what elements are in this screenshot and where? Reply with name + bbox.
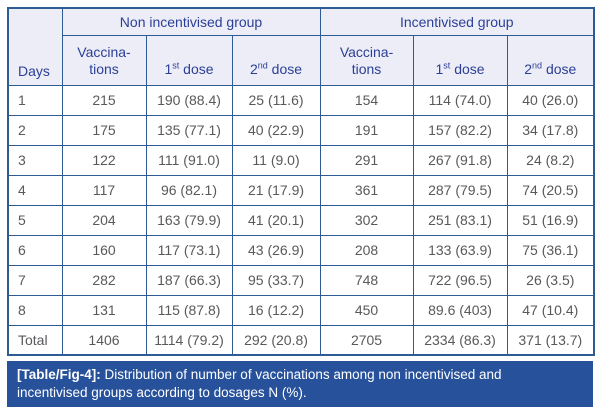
value-cell: 160 bbox=[61, 234, 147, 266]
dose-number: 2 bbox=[249, 61, 258, 77]
col-header-2nd-dose-non: 2nd dose bbox=[231, 34, 321, 86]
table-row-day-4: 4 117 96 (82.1) 21 (17.9) 361 287 (79.5)… bbox=[7, 174, 595, 206]
value-cell: 114 (74.0) bbox=[412, 84, 508, 116]
value-cell: 95 (33.7) bbox=[231, 264, 321, 296]
dose-ordinal-suffix: nd bbox=[532, 60, 543, 71]
value-cell: 40 (22.9) bbox=[231, 114, 321, 146]
day-cell: 6 bbox=[7, 234, 63, 266]
dose-ordinal-suffix: st bbox=[172, 60, 180, 71]
value-cell: 2705 bbox=[319, 324, 414, 356]
group-header-incentivised: Incentivised group bbox=[319, 7, 595, 36]
value-cell: 11 (9.0) bbox=[231, 144, 321, 176]
value-cell: 2334 (86.3) bbox=[412, 324, 508, 356]
value-cell: 267 (91.8) bbox=[412, 144, 508, 176]
vaccination-distribution-table: Days Non incentivised group Incentivised… bbox=[7, 7, 596, 356]
value-cell: 190 (88.4) bbox=[145, 84, 233, 116]
value-cell: 291 bbox=[319, 144, 414, 176]
sub-header-row: Vaccina- tions 1st dose 2nd dose Vaccina… bbox=[8, 34, 595, 86]
value-cell: 154 bbox=[319, 84, 414, 116]
value-cell: 111 (91.0) bbox=[145, 144, 233, 176]
dose-word: dose bbox=[267, 61, 303, 77]
day-cell: 1 bbox=[7, 84, 63, 116]
caption-text: Distribution of number of vaccinations a… bbox=[17, 367, 502, 400]
value-cell: 21 (17.9) bbox=[231, 174, 321, 206]
value-cell: 191 bbox=[319, 114, 414, 146]
dose-word: dose bbox=[542, 61, 577, 77]
table-row-total: Total 1406 1114 (79.2) 292 (20.8) 2705 2… bbox=[7, 324, 595, 356]
value-cell: 204 bbox=[61, 204, 147, 236]
value-cell: 1406 bbox=[61, 324, 147, 356]
value-cell: 1114 (79.2) bbox=[145, 324, 233, 356]
value-cell: 450 bbox=[319, 294, 414, 326]
value-cell: 34 (17.8) bbox=[506, 114, 595, 146]
total-label-cell: Total bbox=[7, 324, 63, 356]
dose-number: 2 bbox=[524, 61, 533, 77]
dose-word: dose bbox=[179, 61, 214, 77]
caption-figure-tag: [Table/Fig-4]: bbox=[17, 367, 101, 382]
day-cell: 5 bbox=[7, 204, 63, 236]
value-cell: 251 (83.1) bbox=[412, 204, 508, 236]
group-header-row: Days Non incentivised group Incentivised… bbox=[7, 7, 595, 86]
value-cell: 175 bbox=[61, 114, 147, 146]
table-row-day-3: 3 122 111 (91.0) 11 (9.0) 291 267 (91.8)… bbox=[7, 144, 595, 176]
value-cell: 722 (96.5) bbox=[412, 264, 508, 296]
value-cell: 25 (11.6) bbox=[231, 84, 321, 116]
value-cell: 361 bbox=[319, 174, 414, 206]
value-cell: 215 bbox=[61, 84, 147, 116]
value-cell: 292 (20.8) bbox=[231, 324, 321, 356]
value-cell: 40 (26.0) bbox=[506, 84, 595, 116]
day-cell: 4 bbox=[7, 174, 63, 206]
value-cell: 163 (79.9) bbox=[145, 204, 233, 236]
value-cell: 74 (20.5) bbox=[506, 174, 595, 206]
dose-number: 1 bbox=[435, 61, 444, 77]
group-header-non-incentivised: Non incentivised group bbox=[61, 7, 321, 36]
day-cell: 2 bbox=[7, 114, 63, 146]
day-cell: 3 bbox=[7, 144, 63, 176]
value-cell: 51 (16.9) bbox=[506, 204, 595, 236]
day-cell: 7 bbox=[7, 264, 63, 296]
value-cell: 26 (3.5) bbox=[506, 264, 595, 296]
value-cell: 287 (79.5) bbox=[412, 174, 508, 206]
day-cell: 8 bbox=[7, 294, 63, 326]
col-header-1st-dose-non: 1st dose bbox=[145, 34, 233, 86]
value-cell: 131 bbox=[61, 294, 147, 326]
col-header-1st-dose-inc: 1st dose bbox=[412, 34, 508, 86]
table-row-day-7: 7 282 187 (66.3) 95 (33.7) 748 722 (96.5… bbox=[7, 264, 595, 296]
value-cell: 371 (13.7) bbox=[506, 324, 595, 356]
table-row-day-6: 6 160 117 (73.1) 43 (26.9) 208 133 (63.9… bbox=[7, 234, 595, 266]
value-cell: 43 (26.9) bbox=[231, 234, 321, 266]
value-cell: 47 (10.4) bbox=[506, 294, 595, 326]
dose-number: 1 bbox=[164, 61, 173, 77]
value-cell: 122 bbox=[61, 144, 147, 176]
value-cell: 117 (73.1) bbox=[145, 234, 233, 266]
dose-ordinal-suffix: nd bbox=[257, 60, 268, 71]
col-header-2nd-dose-inc: 2nd dose bbox=[506, 34, 595, 86]
table-row-day-1: 1 215 190 (88.4) 25 (11.6) 154 114 (74.0… bbox=[7, 84, 595, 116]
value-cell: 302 bbox=[319, 204, 414, 236]
value-cell: 117 bbox=[61, 174, 147, 206]
value-cell: 208 bbox=[319, 234, 414, 266]
value-cell: 115 (87.8) bbox=[145, 294, 233, 326]
value-cell: 75 (36.1) bbox=[506, 234, 595, 266]
value-cell: 135 (77.1) bbox=[145, 114, 233, 146]
table-row-day-5: 5 204 163 (79.9) 41 (20.1) 302 251 (83.1… bbox=[7, 204, 595, 236]
value-cell: 282 bbox=[61, 264, 147, 296]
table-caption: [Table/Fig-4]: Distribution of number of… bbox=[7, 361, 593, 407]
dose-ordinal-suffix: st bbox=[443, 60, 451, 71]
value-cell: 187 (66.3) bbox=[145, 264, 233, 296]
value-cell: 24 (8.2) bbox=[506, 144, 595, 176]
table-row-day-2: 2 175 135 (77.1) 40 (22.9) 191 157 (82.2… bbox=[7, 114, 595, 146]
col-header-vaccinations-non: Vaccina- tions bbox=[61, 34, 147, 86]
value-cell: 748 bbox=[319, 264, 414, 296]
value-cell: 16 (12.2) bbox=[231, 294, 321, 326]
value-cell: 41 (20.1) bbox=[231, 204, 321, 236]
col-header-days: Days bbox=[7, 7, 63, 86]
value-cell: 133 (63.9) bbox=[412, 234, 508, 266]
value-cell: 89.6 (403) bbox=[412, 294, 508, 326]
dose-word: dose bbox=[450, 61, 485, 77]
value-cell: 157 (82.2) bbox=[412, 114, 508, 146]
table-row-day-8: 8 131 115 (87.8) 16 (12.2) 450 89.6 (403… bbox=[7, 294, 595, 326]
col-header-vaccinations-inc: Vaccina- tions bbox=[319, 34, 414, 86]
value-cell: 96 (82.1) bbox=[145, 174, 233, 206]
